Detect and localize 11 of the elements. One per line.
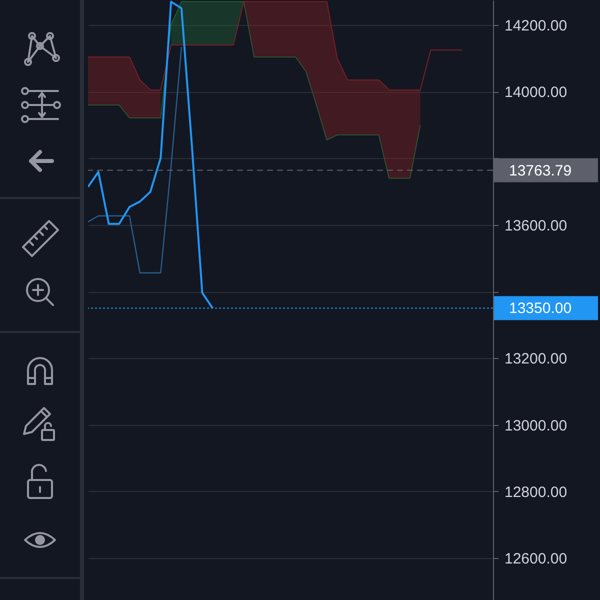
y-tick-label: 13000.00 bbox=[504, 417, 568, 434]
y-tick-label: 14200.00 bbox=[504, 17, 568, 34]
y-tick-label: 12600.00 bbox=[504, 550, 568, 568]
y-tick-label: 13200.00 bbox=[504, 350, 568, 368]
y-tick-label: 12800.00 bbox=[504, 484, 568, 501]
line-series bbox=[88, 1, 462, 90]
ref-line-label: 13763.79 bbox=[509, 162, 572, 180]
line-series bbox=[88, 46, 182, 274]
y-tick-label: 14000.00 bbox=[504, 84, 568, 102]
y-tick-label: 13600.00 bbox=[504, 217, 568, 234]
ref-line-label: 13350.00 bbox=[509, 300, 572, 318]
